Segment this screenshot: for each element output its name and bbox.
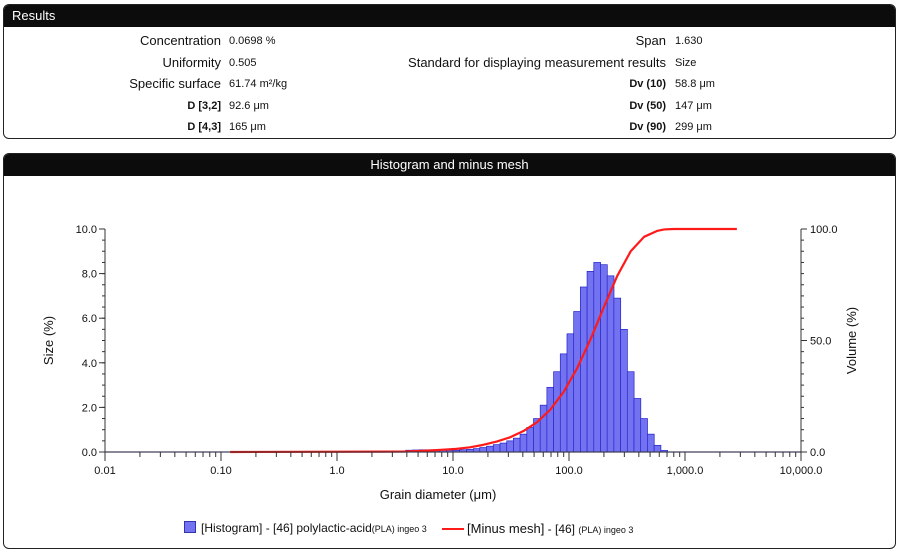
result-right-label: Dv (10) — [629, 78, 666, 90]
result-left-value: 61.74 m²/kg — [229, 78, 288, 90]
y2-tick-label: 100.0 — [810, 224, 838, 236]
results-panel: Results Concentration 0.0698 % Uniformity 0… — [3, 4, 896, 139]
result-left-value: 0.0698 % — [229, 35, 276, 47]
result-right-label: Standard for displaying measurement resu… — [408, 54, 666, 70]
histogram-bar — [472, 448, 481, 453]
histogram-bar — [620, 329, 628, 453]
result-left-value: 0.505 — [229, 56, 257, 69]
histogram-bar — [647, 433, 655, 453]
histogram-bar — [580, 286, 588, 453]
histogram-bar — [499, 442, 508, 453]
y-tick-label: 6.0 — [82, 313, 97, 325]
legend-hist-name: [Histogram] — [201, 521, 263, 535]
histogram-bar — [566, 333, 575, 453]
histogram-bar — [553, 371, 561, 453]
y-tick-label: 0.0 — [82, 447, 97, 459]
result-right-value: 299 μm — [675, 121, 712, 133]
histogram-bar — [492, 444, 501, 453]
histogram-bar — [640, 418, 648, 453]
x-tick-label: 1.0 — [329, 465, 344, 477]
result-right-label: Span — [635, 33, 666, 48]
result-right-value: Size — [675, 56, 697, 69]
histogram-swatch-icon — [184, 521, 196, 533]
histogram-bar — [506, 440, 514, 453]
histogram-bar — [573, 311, 581, 453]
y2-axis-title: Volume (%) — [844, 307, 859, 374]
result-right-value: 1.630 — [675, 35, 703, 47]
chart-axes — [99, 228, 807, 461]
minus-mesh-line — [230, 227, 737, 454]
y2-tick-label: 0.0 — [810, 447, 825, 459]
histogram-bar — [519, 433, 528, 453]
histogram-bar — [559, 353, 568, 453]
result-left-label: Uniformity — [162, 54, 221, 70]
histogram-bar — [613, 297, 622, 453]
y2-tick-label: 50.0 — [810, 336, 831, 348]
x-tick-label: 10.0 — [442, 465, 463, 477]
legend-mesh-small: (PLA) ingeo 3 — [578, 525, 634, 535]
histogram-bar — [513, 437, 521, 453]
y-tick-label: 10.0 — [76, 224, 97, 236]
x-tick-label: 0.10 — [210, 465, 231, 477]
x-axis-title: Grain diameter (μm) — [380, 487, 497, 502]
histogram-bar — [600, 264, 608, 453]
histogram-bar — [606, 275, 615, 453]
histogram-bar — [626, 371, 635, 453]
y-axis-title: Size (%) — [41, 316, 56, 365]
result-right-label: Dv (50) — [629, 99, 666, 112]
results-title: Results — [4, 5, 895, 27]
histogram-bar — [633, 398, 642, 453]
histogram-bar — [586, 271, 595, 453]
result-left-label: D [4,3] — [187, 121, 221, 133]
histogram-title: Histogram and minus mesh — [4, 154, 895, 176]
result-left-value: 165 μm — [229, 121, 266, 133]
result-left-label: Concentration — [140, 33, 221, 48]
histogram-chart: 0.01 0.10 1.0 10.0 100.0 1,000.0 10,000.0 0.0 2.… — [41, 224, 859, 502]
result-right-label: Dv (90) — [629, 121, 666, 133]
x-tick-label: 10,000.0 — [780, 465, 823, 477]
legend-hist-rest: - [46] polylactic-acid — [265, 521, 372, 535]
histogram-bars — [105, 262, 801, 453]
histogram-bar — [526, 427, 534, 453]
x-tick-label: 1,000.0 — [667, 465, 704, 477]
result-right-value: 147 μm — [675, 99, 712, 112]
y-tick-label: 8.0 — [82, 269, 97, 281]
result-left-value: 92.6 μm — [229, 99, 269, 112]
x-tick-label: 100.0 — [555, 465, 583, 477]
histogram-bar — [653, 444, 662, 453]
histogram-bar — [486, 445, 494, 453]
result-right-value: 58.8 μm — [675, 78, 715, 90]
y-tick-label: 4.0 — [82, 358, 97, 370]
histogram-bar — [539, 404, 548, 453]
x-tick-label: 0.01 — [94, 465, 115, 477]
legend-histogram: [Histogram] - [46] polylactic-acid(PLA) … — [184, 521, 454, 535]
legend-hist-small: (PLA) ingeo 3 — [371, 524, 427, 534]
legend-mesh-rest: - [46] — [547, 522, 576, 536]
chart-labels: 0.01 0.10 1.0 10.0 100.0 1,000.0 10,000.0 0.0 2.… — [41, 224, 859, 502]
minus-mesh-curve — [230, 227, 737, 454]
legend-minus-mesh: [Minus mesh] - [46] (PLA) ingeo 3 — [442, 521, 633, 536]
y-tick-label: 2.0 — [82, 402, 97, 414]
histogram-panel: Histogram and minus mesh 0.01 0.10 1.0 10.0… — [3, 153, 896, 549]
histogram-bar — [546, 386, 555, 453]
result-left-label: D [3,2] — [187, 99, 221, 112]
result-left-label: Specific surface — [129, 76, 221, 91]
histogram-bar — [479, 447, 487, 453]
legend-mesh-name: [Minus mesh] — [467, 521, 545, 536]
histogram-bar — [593, 262, 601, 453]
minus-mesh-line-icon — [442, 528, 464, 530]
